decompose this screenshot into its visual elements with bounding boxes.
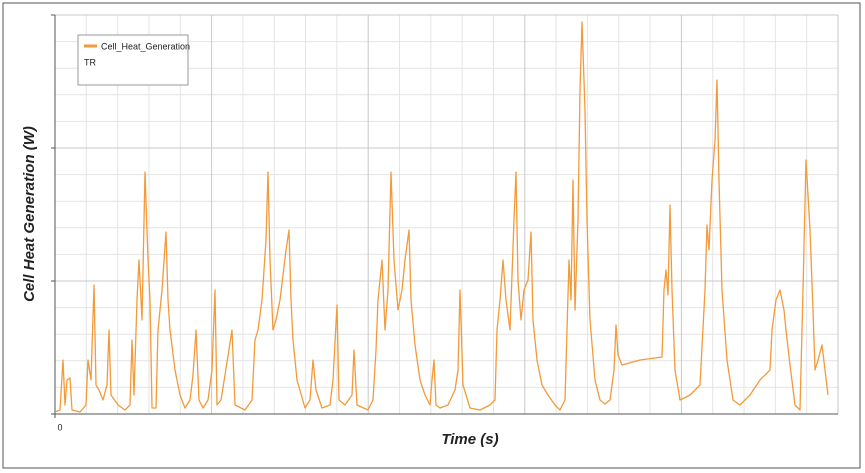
legend-box [77, 34, 189, 86]
legend-note: TR [84, 57, 96, 67]
plot [54, 21, 829, 413]
grid: 0 [51, 14, 839, 432]
legend: Cell_Heat_Generation TR [77, 34, 190, 86]
x-tick-label: 0 [57, 422, 62, 432]
line-series [54, 21, 829, 413]
x-axis-label: Time (s) [441, 431, 498, 448]
y-axis-label: Cell Heat Generation (W) [21, 126, 38, 302]
legend-label: Cell_Heat_Generation [101, 41, 190, 51]
